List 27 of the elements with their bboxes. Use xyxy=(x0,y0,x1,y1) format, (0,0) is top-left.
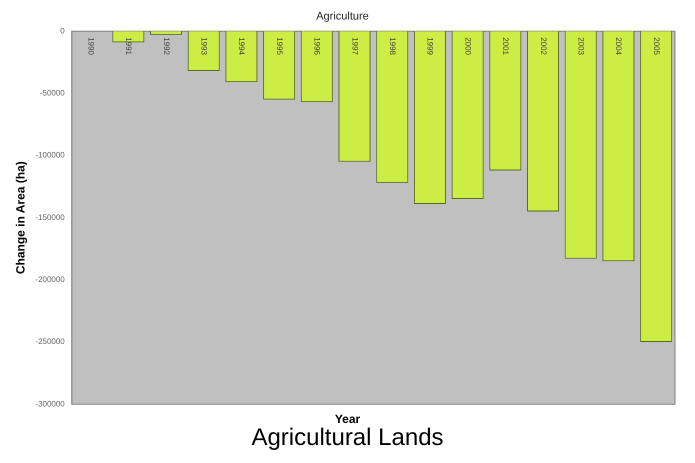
x-tick-label: 2002 xyxy=(538,37,548,56)
y-axis-title: Change in Area (ha) xyxy=(14,161,28,274)
x-tick-label: 2004 xyxy=(614,37,624,56)
x-tick-label: 1999 xyxy=(426,37,435,56)
y-tick-label: -250000 xyxy=(35,337,66,346)
text: Agricultural Lands xyxy=(250,424,445,452)
x-tick-label: 2003 xyxy=(576,37,586,56)
x-tick-label: 1998 xyxy=(388,37,398,56)
x-tick-label: 1995 xyxy=(274,37,284,56)
x-tick-label: 2005 xyxy=(652,37,661,56)
x-tick-label: 1992 xyxy=(162,37,171,56)
x-tick-label: 1993 xyxy=(200,37,209,56)
y-tick-label: 0 xyxy=(60,26,66,36)
x-tick-label: 2001 xyxy=(501,37,510,56)
x-tick-label: 1997 xyxy=(350,37,360,56)
x-axis-title: Year xyxy=(334,412,362,426)
x-tick-label: 1996 xyxy=(312,37,322,56)
y-tick-label: -150000 xyxy=(35,212,66,222)
y-tick-label: -50000 xyxy=(40,88,66,98)
x-tick-label: 1991 xyxy=(124,37,134,56)
y-tick-label: -300000 xyxy=(35,399,66,408)
x-tick-label: 1994 xyxy=(237,37,246,56)
x-tick-label: 2000 xyxy=(463,37,472,56)
chart-title: Agriculture xyxy=(316,10,369,23)
y-tick-label: -100000 xyxy=(35,150,66,160)
y-tick-label: -200000 xyxy=(35,275,66,284)
x-tick-label: 1990 xyxy=(86,37,96,56)
